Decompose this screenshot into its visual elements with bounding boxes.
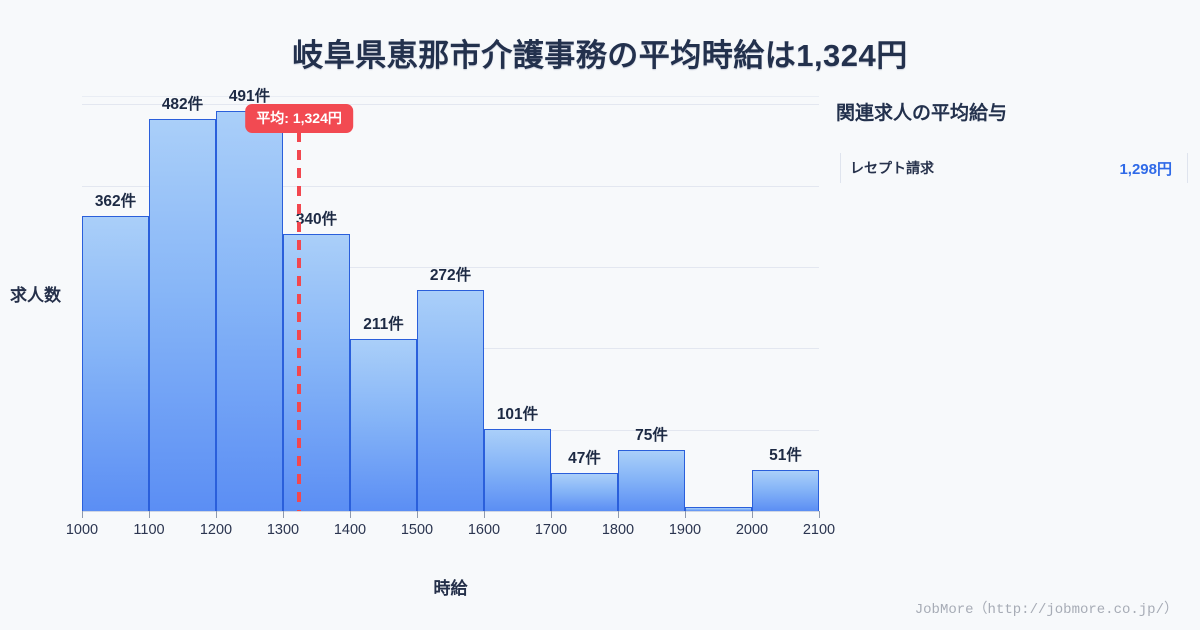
gridline: [82, 185, 819, 187]
bar[interactable]: [685, 506, 752, 511]
x-axis-tick-label: 1400: [333, 522, 367, 538]
bar[interactable]: [283, 234, 350, 511]
x-axis-title: 時給: [433, 579, 468, 598]
related-salary-heading: 関連求人の平均給与: [836, 103, 1008, 124]
x-axis-tick: [819, 511, 820, 518]
bar[interactable]: [82, 216, 149, 511]
average-badge: 平均: 1,324円: [245, 104, 353, 133]
bar-value-label: 211件: [363, 316, 404, 334]
bar[interactable]: [752, 469, 819, 511]
bar-value-label: 101件: [496, 405, 539, 423]
bar[interactable]: [618, 449, 685, 511]
x-axis-tick: [149, 511, 150, 518]
gridline: [82, 266, 819, 268]
x-axis-tick-label: 1600: [467, 522, 501, 538]
bar-value-label: 272件: [429, 266, 472, 284]
x-axis-tick-label: 1700: [534, 522, 568, 538]
related-salary-panel: 関連求人の平均給与 レセプト請求 1,298円: [836, 98, 1188, 185]
x-axis-baseline: [82, 511, 819, 512]
x-axis-tick: [216, 511, 217, 518]
page-title: 岐阜県恵那市介護事務の平均時給は1,324円: [292, 38, 908, 73]
bar-value-label: 47件: [568, 449, 601, 467]
x-axis-tick: [752, 511, 753, 518]
related-salary-row-value: 1,298円: [1119, 160, 1172, 178]
bar[interactable]: [417, 289, 484, 511]
x-axis-tick-label: 2000: [735, 522, 769, 538]
x-axis-tick: [551, 511, 552, 518]
x-axis-tick: [618, 511, 619, 518]
x-axis-tick: [82, 511, 83, 518]
related-salary-list: レセプト請求 1,298円: [836, 151, 1188, 185]
bar-value-label: 362件: [94, 193, 137, 211]
x-axis-tick: [350, 511, 351, 518]
average-line: [297, 132, 302, 511]
bar-value-label: 340件: [295, 211, 338, 229]
bar[interactable]: [551, 472, 618, 511]
x-axis-tick-label: 1800: [601, 522, 635, 538]
x-axis-tick-label: 1100: [133, 522, 165, 538]
bar[interactable]: [484, 428, 551, 511]
watermark: JobMore（http://jobmore.co.jp/）: [914, 602, 1178, 618]
related-salary-row-label: レセプト請求: [850, 160, 934, 176]
x-axis-tick: [417, 511, 418, 518]
bar-value-label: 491件: [228, 88, 271, 106]
bar[interactable]: [149, 118, 216, 511]
bar-series: 362件 482件 491件 340件 211件 272件 101件 47件 75件 51件: [82, 88, 819, 511]
x-axis-tick-label: 1900: [668, 522, 702, 538]
bar[interactable]: [350, 339, 417, 511]
x-axis-tick-label: 1300: [266, 522, 300, 538]
x-axis-tick-label: 2100: [802, 522, 836, 538]
x-axis-tick-label: 1500: [400, 522, 434, 538]
related-salary-row[interactable]: レセプト請求 1,298円: [836, 151, 1188, 185]
bar-value-label: 51件: [769, 446, 802, 464]
bar-value-label: 75件: [635, 426, 668, 444]
x-axis-tick-label: 1000: [65, 522, 99, 538]
y-axis-title: 求人数: [10, 286, 61, 305]
histogram-plot: 362件 482件 491件 340件 211件 272件 101件 47件 75件 51件 10…: [10, 88, 835, 598]
x-axis-tick: [685, 511, 686, 518]
gridline: [82, 96, 819, 97]
gridline: [82, 104, 819, 106]
x-axis-tick: [484, 511, 485, 518]
x-axis-tick-label: 1200: [199, 522, 233, 538]
bar[interactable]: [216, 111, 283, 511]
x-axis-tick: [283, 511, 284, 518]
bar-value-label: 482件: [161, 95, 204, 113]
